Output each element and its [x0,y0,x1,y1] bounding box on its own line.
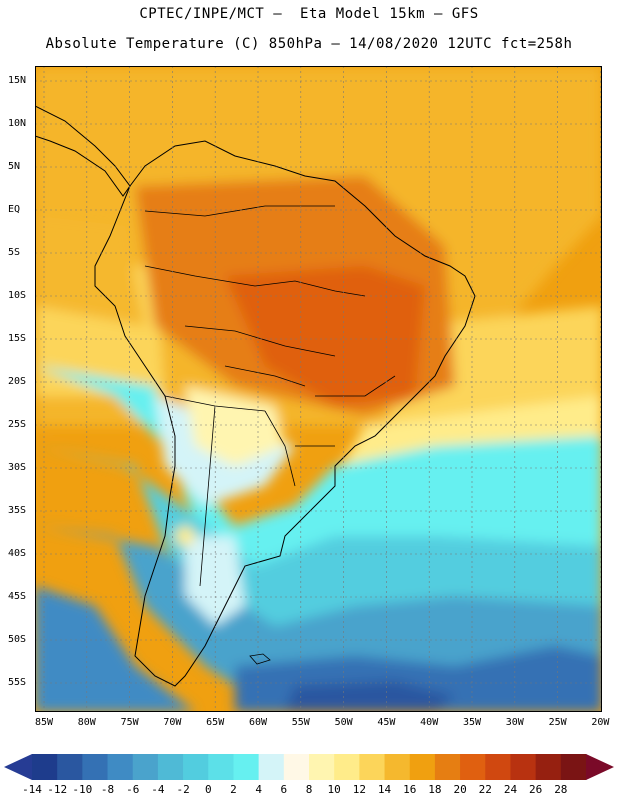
colorbar-tick-label: 26 [529,783,543,796]
colorbar-swatch [409,754,436,780]
colorbar-tick-label: 18 [428,783,442,796]
colorbar-swatch [510,754,537,780]
colorbar-swatch [132,754,159,780]
colorbar-tick-label: 10 [327,783,341,796]
map-title-line1: CPTEC/INPE/MCT – Eta Model 15km – GFS [139,6,479,22]
lat-label: 55S [8,677,27,688]
colorbar-swatch [107,754,134,780]
lon-label: 80W [77,717,96,728]
coastline [94,140,476,687]
colorbar-swatch [560,754,587,780]
colorbar-tick-label: -4 [151,783,165,796]
lat-label: 20S [8,376,27,387]
colorbar-swatch [258,754,285,780]
colorbar-swatch [334,754,360,780]
lon-label: 25W [548,717,567,728]
lon-label: 30W [505,717,524,728]
lat-label: 35S [8,505,27,516]
colorbar-tick-label: 20 [453,783,467,796]
colorbar-tick-label: 8 [305,783,313,796]
colorbar-swatch [233,754,260,780]
colorbar-swatch [535,754,562,780]
lon-label: 55W [291,717,310,728]
colorbar-tick-label: -10 [72,783,93,796]
map-title-line2: Absolute Temperature (C) 850hPa – 14/08/… [45,36,573,52]
lon-label: 75W [120,717,139,728]
field-band-minus2 [35,586,195,712]
colorbar-swatch [32,754,58,780]
colorbar-swatch [183,754,209,780]
colorbar-tick-label: -2 [176,783,190,796]
lon-label: 40W [420,717,439,728]
falkland-islands [249,653,271,665]
lat-label: 15S [8,333,27,344]
colorbar-swatch [57,754,83,780]
colorbar-tick-label: 24 [503,783,518,796]
lon-label: 45W [377,717,396,728]
colorbar-tick-label: -8 [100,783,115,796]
colorbar-tick-label: 22 [478,783,492,796]
lon-label: 70W [163,717,182,728]
lat-label: 10N [8,118,27,129]
colorbar-tick-label: 16 [403,783,417,796]
colorbar-swatch [460,754,486,780]
colorbar-swatch [82,754,109,780]
lat-label: 50S [8,634,27,645]
lon-label: 60W [248,717,268,728]
lon-label: 85W [34,717,54,728]
lat-label: 5N [8,161,21,172]
colorbar-swatch [359,754,386,780]
colorbar-tick-label: 2 [230,783,237,796]
colorbar-tick-label: -12 [47,783,68,796]
central-america-outline [35,105,131,197]
temperature-map [35,66,602,712]
field-band-8 [185,386,285,466]
colorbar-tick-label: 6 [280,783,288,796]
lat-label: 30S [8,462,27,473]
colorbar-swatch [434,754,461,780]
colorbar-swatch [384,754,411,780]
colorbar-tick-label: 0 [204,783,212,796]
lon-label: 65W [206,717,225,728]
lat-label: 10S [8,290,27,301]
colorbar-swatch [485,754,511,780]
colorbar-under-arrow [4,754,32,780]
colorbar-tick-label: -14 [22,783,42,796]
lat-label: EQ [8,204,21,215]
lon-label: 20W [591,717,610,728]
lat-label: 45S [8,591,27,602]
field-band-minus6 [285,681,455,712]
colorbar-tick-label: 12 [352,783,366,796]
field-band-10-spot [175,526,195,546]
colorbar-swatch [208,754,234,780]
colorbar-swatch [283,754,310,780]
lat-label: 40S [8,548,27,559]
lon-label: 50W [334,717,353,728]
colorbar-tick-label: 28 [554,783,568,796]
colorbar-tick-label: -6 [126,783,140,796]
colorbar-over-arrow [586,754,614,780]
colorbar-swatch [309,754,335,780]
field-band-22 [225,266,425,406]
temperature-colorbar [4,754,614,780]
lon-label: 35W [462,717,482,728]
colorbar-tick-label: 14 [377,783,392,796]
lat-label: 15N [8,75,27,86]
field-band-16-pacific [35,216,145,326]
colorbar-tick-label: 4 [255,783,262,796]
lat-label: 5S [8,247,21,258]
colorbar-swatch [157,754,184,780]
lat-label: 25S [8,419,27,430]
